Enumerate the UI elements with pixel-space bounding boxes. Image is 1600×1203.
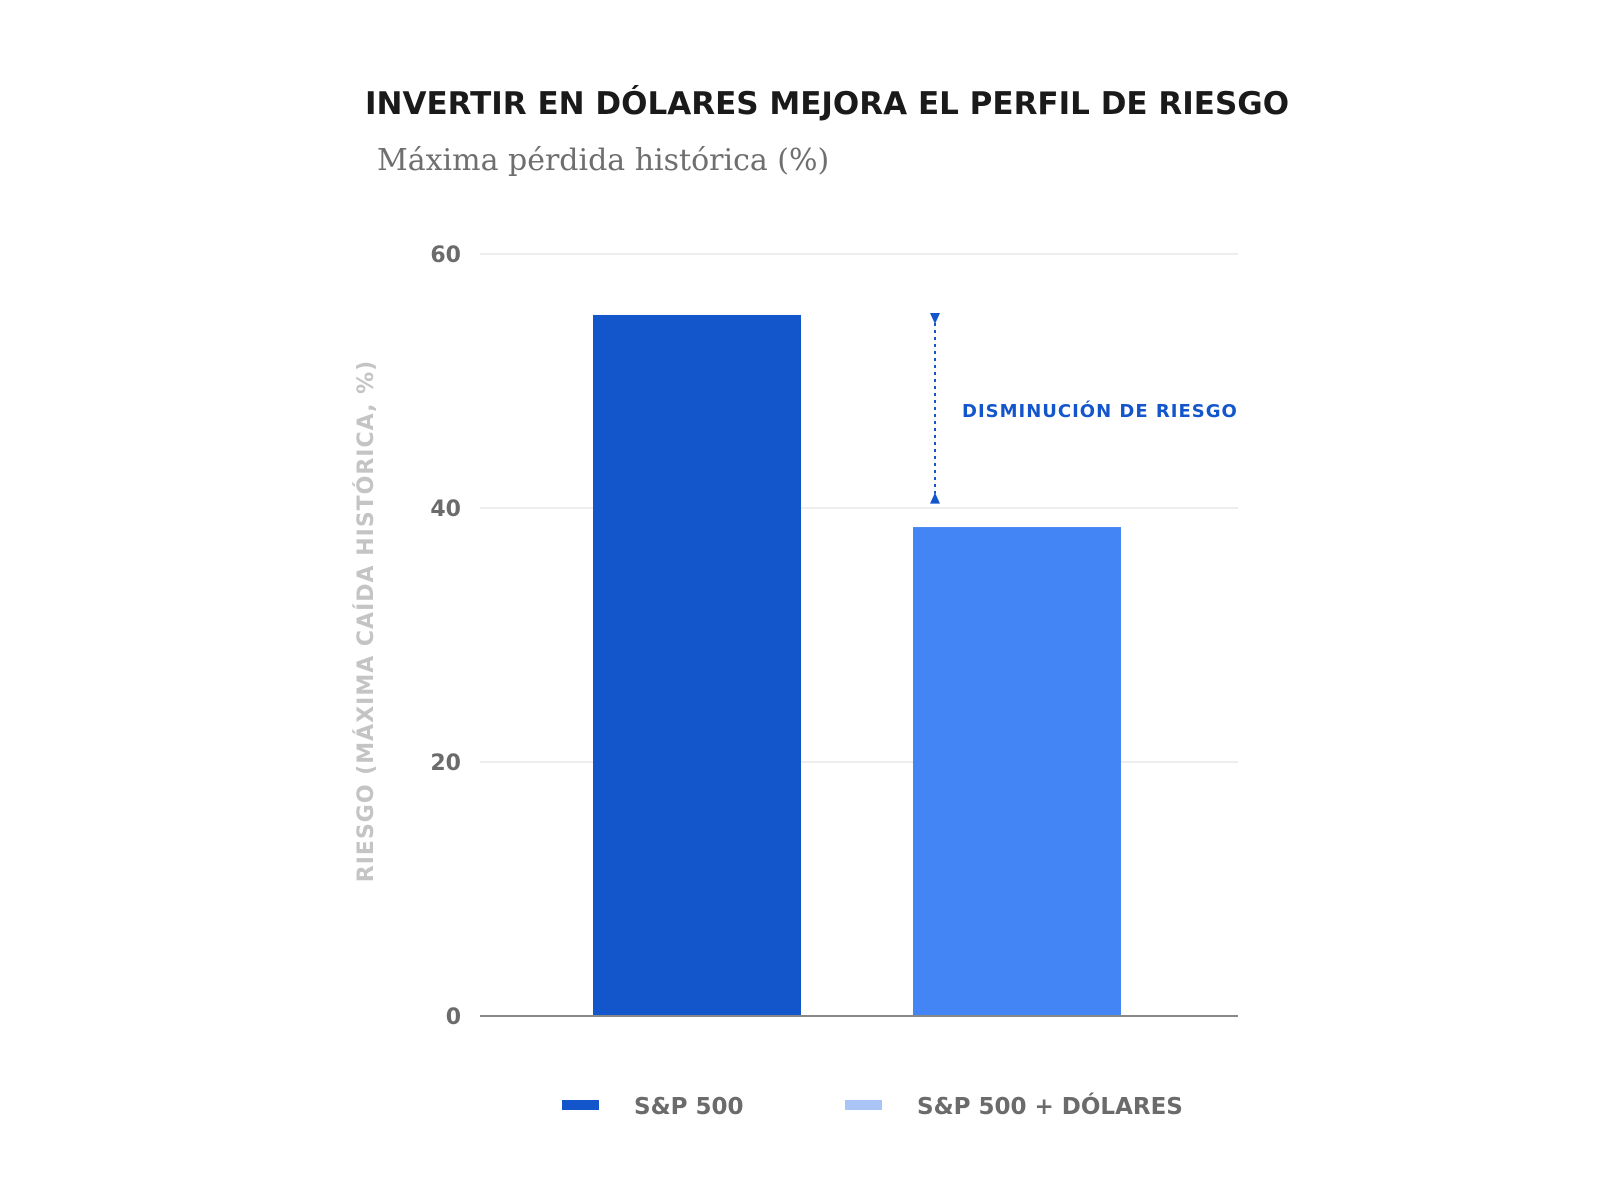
- legend-swatch-2: [845, 1100, 882, 1110]
- y-tick-label-0: 0: [446, 1005, 461, 1030]
- y-axis-label: RIESGO (MÁXIMA CAÍDA HISTÓRICA, %): [353, 360, 379, 882]
- risk-reduction-annotation: DISMINUCIÓN DE RIESGO: [930, 312, 1238, 504]
- bar-1: [593, 314, 801, 1017]
- chart-title: INVERTIR EN DÓLARES MEJORA EL PERFIL DE …: [365, 85, 1289, 122]
- y-tick-label-60: 60: [430, 243, 461, 268]
- annotation-label: DISMINUCIÓN DE RIESGO: [962, 400, 1238, 422]
- legend-label-2: S&P 500 + DÓLARES: [917, 1092, 1183, 1120]
- y-tick-label-40: 40: [430, 497, 461, 522]
- y-tick-label-20: 20: [430, 751, 461, 776]
- bars: [593, 314, 1121, 1017]
- annotation-arrow-down-icon: [930, 312, 940, 324]
- legend: S&P 500 S&P 500 + DÓLARES: [562, 1092, 1183, 1120]
- chart-subtitle: Máxima pérdida histórica (%): [377, 143, 829, 178]
- legend-label-1: S&P 500: [634, 1094, 744, 1120]
- legend-swatch-1: [562, 1100, 599, 1110]
- annotation-arrow-up-icon: [930, 492, 940, 504]
- bar-2: [913, 527, 1121, 1016]
- y-tick-labels: 0 20 40 60: [430, 243, 461, 1030]
